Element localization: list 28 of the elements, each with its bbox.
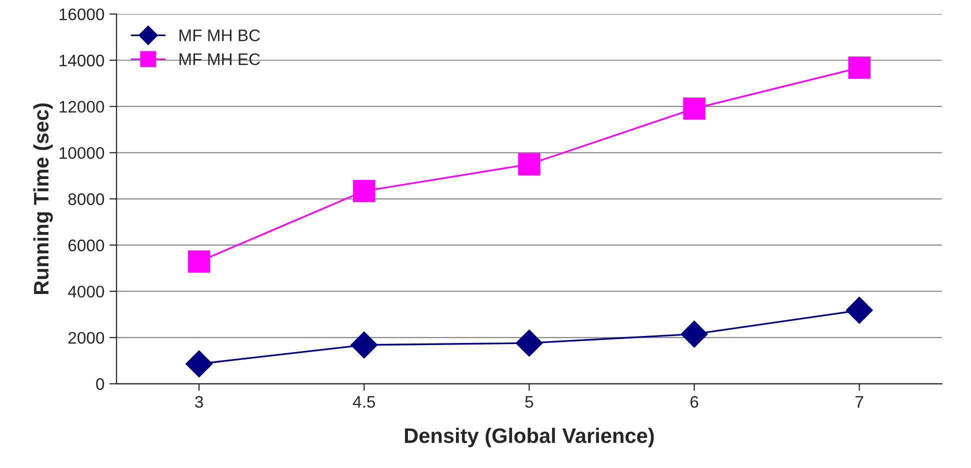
y-tick-label: 16000: [60, 8, 104, 20]
point: [353, 180, 376, 202]
y-tick-label: 12000: [60, 100, 104, 113]
x-tick-label: 4.5: [352, 396, 376, 408]
y-axis-title: Running Time (sec): [33, 103, 53, 294]
legend-label: MF MH BC: [180, 29, 260, 42]
y-tick-label: 8000: [68, 193, 104, 206]
x-tick-label: 6: [690, 396, 698, 408]
x-axis-title: Density (Global Varience): [404, 428, 654, 448]
y-tick-label: 4000: [68, 286, 104, 298]
point: [683, 97, 706, 120]
point: [846, 296, 873, 324]
x-tick-label: 3: [195, 396, 203, 408]
point: [680, 320, 708, 348]
point: [188, 250, 210, 273]
legend-label: MF MH EC: [180, 53, 260, 66]
y-tick-label: 10000: [60, 147, 104, 159]
point: [186, 350, 213, 378]
y-tick-label: 14000: [60, 54, 104, 66]
point: [516, 330, 543, 357]
point: [350, 331, 378, 358]
y-tick-label: 0: [96, 378, 104, 390]
point: [518, 153, 540, 176]
x-tick-label: 7: [856, 396, 864, 408]
point: [848, 56, 870, 79]
y-tick-label: 2000: [68, 332, 104, 344]
x-tick-label: 5: [525, 396, 534, 408]
y-tick-label: 6000: [68, 240, 104, 252]
